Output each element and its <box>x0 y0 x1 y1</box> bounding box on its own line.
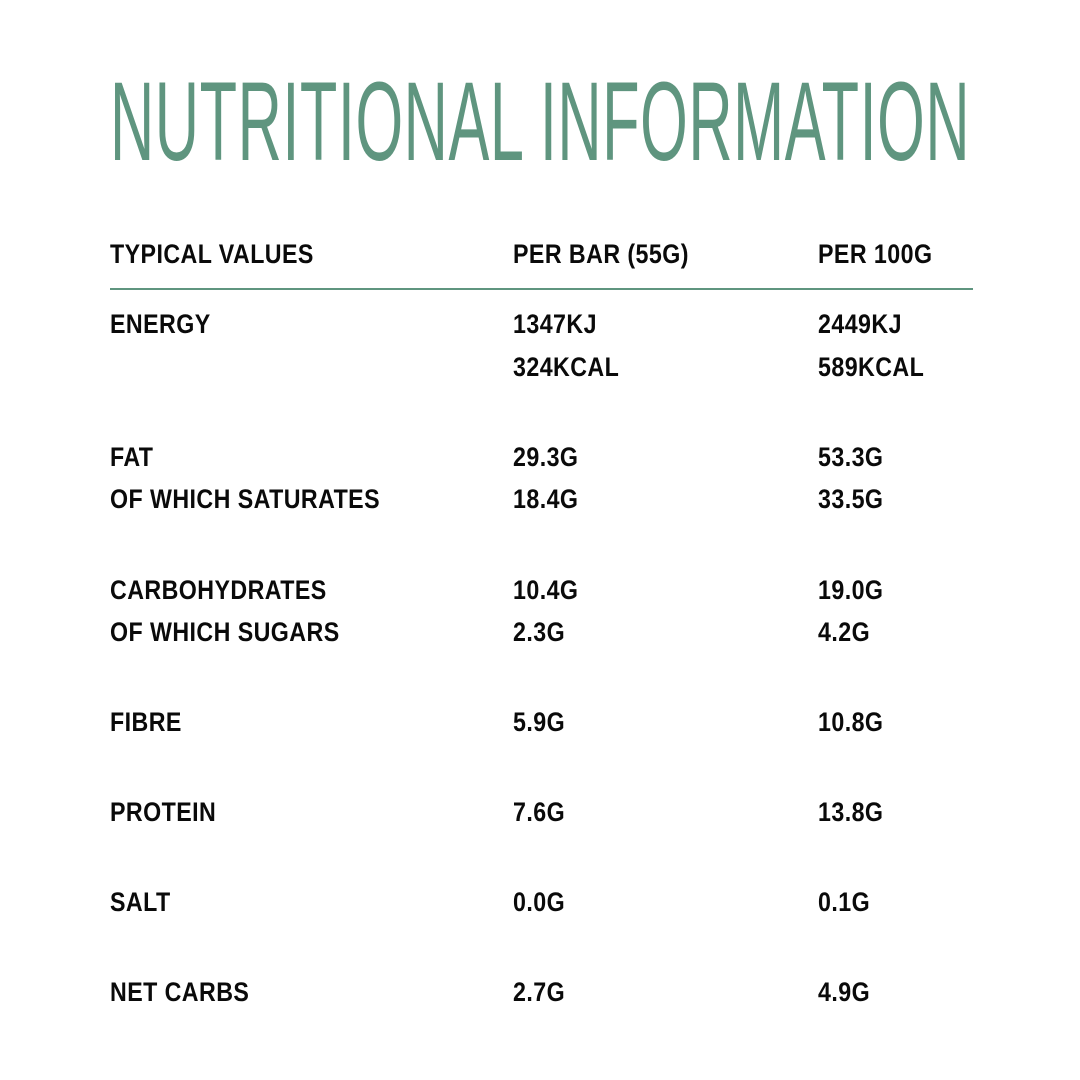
per-bar-value: 1347KJ <box>513 309 597 339</box>
per-bar-value: 18.4G <box>513 484 579 514</box>
header-divider <box>110 288 973 290</box>
per-bar-value: 5.9G <box>513 707 566 737</box>
per-100g-value: 19.0G <box>818 575 884 605</box>
per-bar-value: 0.0G <box>513 887 566 917</box>
per-100g-value: 33.5G <box>818 484 884 514</box>
nutrient-label: FAT <box>110 442 154 472</box>
nutrient-label: ENERGY <box>110 309 211 339</box>
per-bar-value: 10.4G <box>513 575 579 605</box>
per-100g-value: 10.8G <box>818 707 884 737</box>
header-typical-values: TYPICAL VALUES <box>110 239 314 269</box>
header-per-100g: PER 100G <box>818 239 933 269</box>
nutrient-label: FIBRE <box>110 707 182 737</box>
nutrient-label: PROTEIN <box>110 797 217 827</box>
nutrient-label: SALT <box>110 887 171 917</box>
nutrient-label: NET CARBS <box>110 977 250 1007</box>
per-bar-value: 2.3G <box>513 617 566 647</box>
per-bar-value: 324KCAL <box>513 352 620 382</box>
nutrient-label: OF WHICH SUGARS <box>110 617 340 647</box>
per-bar-value: 29.3G <box>513 442 579 472</box>
per-100g-value: 13.8G <box>818 797 884 827</box>
per-bar-value: 2.7G <box>513 977 566 1007</box>
page-title: NUTRITIONAL INFORMATION <box>110 59 971 184</box>
per-bar-value: 7.6G <box>513 797 566 827</box>
per-100g-value: 4.9G <box>818 977 871 1007</box>
per-100g-value: 4.2G <box>818 617 871 647</box>
per-100g-value: 0.1G <box>818 887 871 917</box>
nutrient-label: OF WHICH SATURATES <box>110 484 381 514</box>
header-per-bar: PER BAR (55G) <box>513 239 689 269</box>
per-100g-value: 589KCAL <box>818 352 925 382</box>
per-100g-value: 53.3G <box>818 442 884 472</box>
per-100g-value: 2449KJ <box>818 309 902 339</box>
nutrient-label: CARBOHYDRATES <box>110 575 327 605</box>
